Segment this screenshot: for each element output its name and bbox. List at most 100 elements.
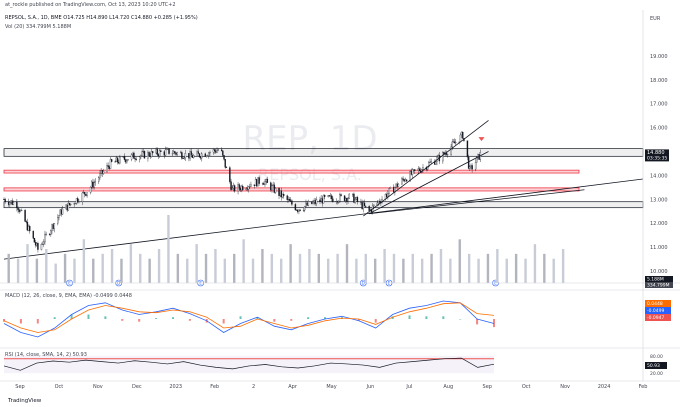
resistance-zone — [3, 169, 580, 174]
candle-body — [58, 215, 60, 218]
candle-body — [163, 151, 166, 156]
candle-body — [280, 190, 283, 198]
macd-histogram-bar — [307, 317, 310, 319]
candle-body — [73, 203, 75, 205]
candle-body — [435, 161, 437, 165]
candle-body — [4, 199, 6, 203]
candle-body — [378, 201, 381, 203]
candle-body — [253, 184, 256, 186]
volume-bar — [45, 249, 48, 283]
candle-body — [297, 209, 299, 212]
macd-legend: MACD (12, 26, close, 9, EMA, EMA) -0.049… — [5, 293, 132, 299]
candle-body — [102, 171, 105, 174]
rsi-band — [4, 355, 494, 374]
macd-histogram-bar — [155, 318, 158, 319]
macd-histogram-bar — [357, 319, 360, 321]
candle-body — [429, 161, 431, 163]
candle-body — [266, 179, 269, 183]
volume-bar — [392, 253, 396, 283]
candle-body — [107, 165, 109, 167]
candle-body — [356, 197, 359, 202]
candle-body — [133, 152, 135, 159]
macd-histogram-bar — [36, 319, 39, 324]
candle-body — [204, 153, 206, 157]
candle-body — [305, 202, 307, 207]
candle-body — [306, 202, 308, 206]
candle-body — [304, 206, 306, 211]
candle-body — [123, 156, 126, 160]
candle-body — [422, 167, 424, 170]
candle-body — [348, 193, 350, 199]
candle-body — [174, 151, 176, 154]
candle-body — [256, 179, 258, 187]
candle-body — [470, 165, 472, 167]
candle-body — [336, 201, 339, 203]
volume-bar — [26, 244, 29, 283]
candle-body — [24, 209, 26, 222]
volume-bar — [420, 258, 424, 283]
candle-body — [411, 169, 414, 175]
candle-body — [122, 156, 125, 158]
macd-histogram-bar — [459, 319, 462, 320]
time-axis-label: Oct — [522, 384, 531, 390]
macd-histogram-bar — [476, 319, 479, 325]
candle-body — [9, 202, 11, 205]
volume-bar — [7, 253, 10, 283]
candle-body — [442, 152, 444, 162]
price-tick-label: 16.000 — [650, 126, 668, 132]
candle-body — [182, 158, 184, 159]
candle-body — [41, 243, 44, 245]
rsi-lower-tick: 20.00 — [650, 371, 663, 377]
candle-body — [205, 155, 208, 157]
candle-body — [474, 162, 477, 170]
volume-pane — [7, 215, 565, 283]
price-tick-label: 17.000 — [650, 102, 668, 108]
volume-bar — [477, 258, 480, 283]
candle-body — [12, 202, 15, 205]
currency-label: EUR — [650, 16, 661, 22]
macd-histogram-bar — [3, 319, 5, 322]
publisher-line: at_rockle published on TradingView.com, … — [5, 2, 176, 8]
macd-pane: MACD (12, 26, close, 9, EMA, EMA) -0.049… — [3, 293, 495, 338]
candle-body — [417, 168, 419, 171]
candle-body — [183, 157, 185, 159]
candle-body — [295, 209, 298, 211]
tradingview-brand: TradingView — [7, 398, 42, 404]
time-axis-label: Nov — [560, 384, 570, 390]
candle-body — [188, 153, 190, 159]
candle-body — [361, 202, 363, 210]
candle-body — [264, 181, 266, 185]
candle-body — [229, 167, 231, 182]
macd-histogram-bar — [256, 317, 259, 319]
volume-bar — [280, 258, 283, 283]
time-axis-label: 2023 — [169, 384, 182, 390]
candle-body — [232, 185, 235, 189]
candle-body — [418, 168, 421, 171]
trend-line — [368, 151, 489, 215]
candle-body — [469, 166, 471, 169]
volume-bar — [16, 258, 20, 283]
candle-body — [354, 198, 356, 203]
time-axis-label: Aug — [443, 384, 453, 390]
candle-body — [476, 156, 478, 163]
candle-body — [48, 233, 51, 235]
candle-body — [151, 151, 154, 154]
price-tick-label: 14.000 — [650, 173, 668, 179]
trend-line — [369, 189, 585, 215]
candle-body — [338, 201, 340, 203]
candle-body — [249, 186, 251, 188]
volume-bar — [430, 253, 433, 283]
candle-body — [321, 198, 324, 204]
candle-body — [307, 201, 309, 206]
volume-bar — [298, 253, 302, 283]
volume-bar — [486, 253, 490, 283]
macd-badge — [645, 300, 671, 307]
macd-histogram-bar — [104, 316, 107, 319]
candle-body — [99, 173, 101, 178]
candle-body — [196, 151, 198, 156]
candle-body — [355, 197, 357, 200]
macd-histogram-bar — [222, 319, 225, 324]
candle-body — [270, 182, 272, 191]
candle-body — [401, 178, 403, 185]
volume-bar — [242, 239, 245, 283]
